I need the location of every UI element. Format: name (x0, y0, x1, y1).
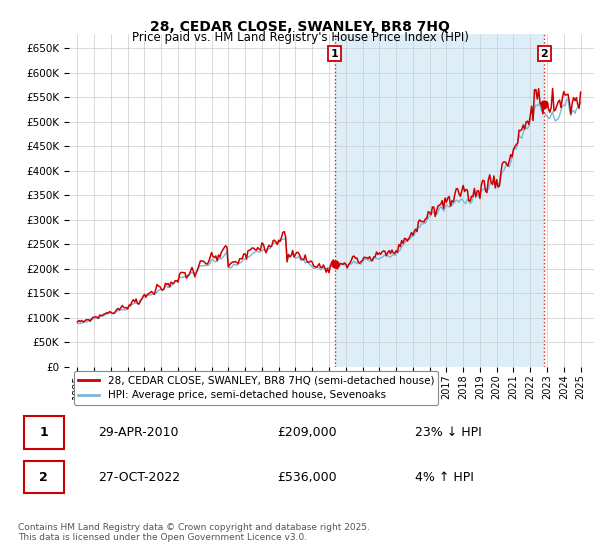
Text: 4% ↑ HPI: 4% ↑ HPI (415, 470, 474, 483)
Text: 23% ↓ HPI: 23% ↓ HPI (415, 426, 482, 439)
Text: 1: 1 (40, 426, 48, 439)
Text: 2: 2 (40, 470, 48, 483)
Text: Price paid vs. HM Land Registry's House Price Index (HPI): Price paid vs. HM Land Registry's House … (131, 31, 469, 44)
Text: 2: 2 (541, 49, 548, 59)
FancyBboxPatch shape (23, 460, 64, 493)
Bar (335, 34, 544, 367)
Text: £209,000: £209,000 (277, 426, 337, 439)
Legend: 28, CEDAR CLOSE, SWANLEY, BR8 7HQ (semi-detached house), HPI: Average price, sem: 28, CEDAR CLOSE, SWANLEY, BR8 7HQ (semi-… (74, 371, 438, 404)
Text: 1: 1 (331, 49, 338, 59)
Text: 27-OCT-2022: 27-OCT-2022 (98, 470, 181, 483)
Text: Contains HM Land Registry data © Crown copyright and database right 2025.
This d: Contains HM Land Registry data © Crown c… (18, 523, 370, 542)
Text: 29-APR-2010: 29-APR-2010 (98, 426, 179, 439)
Text: 28, CEDAR CLOSE, SWANLEY, BR8 7HQ: 28, CEDAR CLOSE, SWANLEY, BR8 7HQ (150, 20, 450, 34)
FancyBboxPatch shape (23, 416, 64, 449)
Text: £536,000: £536,000 (277, 470, 337, 483)
